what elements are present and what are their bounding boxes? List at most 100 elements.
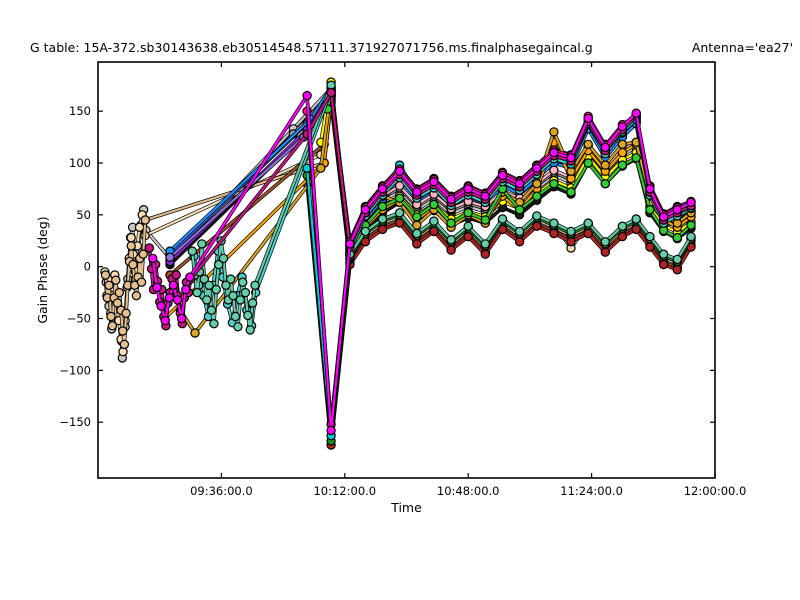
marker-mediumvioletred bbox=[171, 270, 181, 280]
marker-mediumaquamarine bbox=[617, 221, 628, 231]
marker-limegreen bbox=[566, 187, 576, 197]
marker-tan bbox=[126, 241, 136, 251]
marker-magenta bbox=[412, 187, 422, 197]
y-tick-label: 0 bbox=[84, 260, 91, 274]
marker-tan bbox=[106, 311, 116, 322]
marker-mediumaquamarine bbox=[230, 311, 241, 322]
marker-magenta bbox=[566, 153, 576, 163]
x-tick-label: 10:48:00.0 bbox=[437, 484, 500, 498]
marker-mediumaquamarine bbox=[429, 216, 439, 226]
marker-tan bbox=[111, 275, 121, 285]
marker-tan bbox=[100, 270, 111, 280]
marker-firebrick bbox=[600, 247, 611, 257]
marker-mediumaquamarine bbox=[237, 277, 248, 287]
marker-firebrick bbox=[549, 228, 559, 239]
marker-firebrick bbox=[617, 231, 628, 242]
marker-tan bbox=[131, 291, 142, 301]
marker-limegreen bbox=[412, 212, 422, 222]
marker-magenta bbox=[429, 176, 439, 187]
marker-tan bbox=[128, 259, 138, 270]
marker-magenta bbox=[302, 90, 312, 101]
marker-mediumaquamarine bbox=[360, 226, 371, 237]
marker-magenta bbox=[172, 295, 183, 305]
marker-magenta bbox=[164, 293, 174, 303]
marker-lightpink bbox=[549, 165, 559, 175]
marker-mediumaquamarine bbox=[201, 295, 212, 305]
x-tick-label: 12:00:00.0 bbox=[684, 484, 747, 498]
marker-firebrick bbox=[566, 237, 576, 247]
marker-magenta bbox=[631, 108, 641, 118]
marker-gold bbox=[583, 139, 593, 149]
marker-magenta bbox=[600, 142, 611, 153]
marker-mediumaquamarine bbox=[497, 214, 508, 224]
marker-limegreen bbox=[645, 204, 655, 215]
marker-limegreen bbox=[463, 208, 473, 218]
marker-gold bbox=[190, 328, 200, 338]
marker-mediumaquamarine bbox=[199, 274, 209, 284]
marker-tan bbox=[140, 215, 150, 225]
marker-firebrick bbox=[532, 221, 542, 231]
marker-mediumaquamarine bbox=[209, 319, 219, 329]
marker-firebrick bbox=[412, 239, 422, 249]
marker-magenta bbox=[345, 239, 355, 249]
marker-limegreen bbox=[549, 178, 559, 189]
marker-limegreen bbox=[514, 204, 525, 215]
marker-mediumaquamarine bbox=[197, 239, 207, 249]
marker-gold bbox=[549, 127, 559, 137]
x-tick-label: 09:36:00.0 bbox=[190, 484, 253, 498]
marker-mediumaquamarine bbox=[549, 218, 559, 228]
marker-mediumpurple bbox=[165, 252, 175, 262]
marker-limegreen bbox=[446, 218, 456, 228]
marker-limegreen bbox=[583, 158, 593, 168]
marker-magenta bbox=[148, 253, 158, 264]
marker-magenta bbox=[686, 197, 696, 208]
figure-title: G table: 15A-372.sb30143638.eb30514548.5… bbox=[30, 40, 793, 55]
y-tick-label: −150 bbox=[59, 415, 91, 429]
marker-gold bbox=[532, 178, 542, 189]
y-tick-label: 100 bbox=[69, 156, 91, 170]
marker-firebrick bbox=[672, 265, 683, 275]
marker-firebrick bbox=[514, 237, 525, 247]
marker-mediumaquamarine bbox=[211, 284, 221, 295]
marker-magenta bbox=[160, 315, 170, 326]
marker-mediumaquamarine bbox=[204, 280, 214, 290]
marker-mediumaquamarine bbox=[686, 231, 696, 242]
marker-mediumaquamarine bbox=[600, 237, 611, 247]
marker-limegreen bbox=[631, 153, 641, 163]
y-tick-label: 150 bbox=[69, 104, 91, 118]
marker-limegreen bbox=[429, 199, 439, 210]
marker-gold bbox=[617, 139, 628, 149]
marker-magenta bbox=[156, 301, 166, 311]
marker-magenta bbox=[185, 272, 195, 282]
y-tick-label: −100 bbox=[59, 363, 91, 377]
marker-magenta bbox=[326, 425, 336, 436]
marker-firebrick bbox=[658, 259, 669, 270]
marker-magenta bbox=[497, 170, 508, 181]
x-axis-label: Time bbox=[390, 500, 422, 515]
series-line-outline-darkturquoise bbox=[305, 117, 692, 438]
marker-mediumaquamarine bbox=[566, 226, 576, 237]
marker-magenta bbox=[168, 280, 179, 290]
marker-gold bbox=[316, 163, 326, 173]
marker-mediumaquamarine bbox=[463, 221, 473, 231]
marker-mediumaquamarine bbox=[225, 274, 236, 284]
marker-gold bbox=[600, 160, 611, 170]
x-tick-label: 11:24:00.0 bbox=[560, 484, 623, 498]
marker-limegreen bbox=[617, 160, 628, 170]
marker-mediumaquamarine bbox=[631, 214, 641, 224]
marker-mediumaquamarine bbox=[377, 214, 388, 224]
marker-mediumaquamarine bbox=[213, 259, 224, 270]
marker-mediumaquamarine bbox=[672, 254, 683, 265]
marker-magenta bbox=[446, 194, 456, 204]
antenna-label: Antenna='ea27' bbox=[691, 40, 793, 55]
marker-magenta bbox=[514, 178, 525, 189]
marker-magenta bbox=[549, 147, 559, 158]
marker-tan bbox=[121, 308, 131, 318]
marker-wheat bbox=[126, 232, 136, 243]
marker-magenta bbox=[181, 284, 191, 295]
marker-mediumaquamarine bbox=[233, 322, 243, 332]
marker-firebrick bbox=[446, 245, 456, 255]
marker-tan bbox=[119, 339, 130, 350]
